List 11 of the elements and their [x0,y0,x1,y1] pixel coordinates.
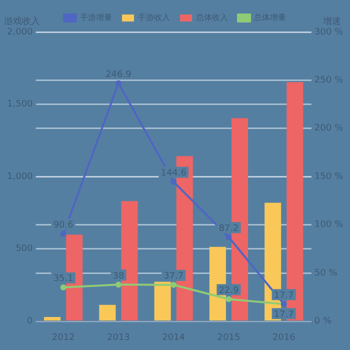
point [170,178,177,185]
point [115,282,122,288]
bar [154,282,171,320]
point [60,230,66,237]
point [226,296,232,302]
bar [99,304,116,320]
point [115,80,122,86]
point [170,282,177,288]
point [226,234,232,240]
bar [44,317,61,320]
point [60,284,66,290]
